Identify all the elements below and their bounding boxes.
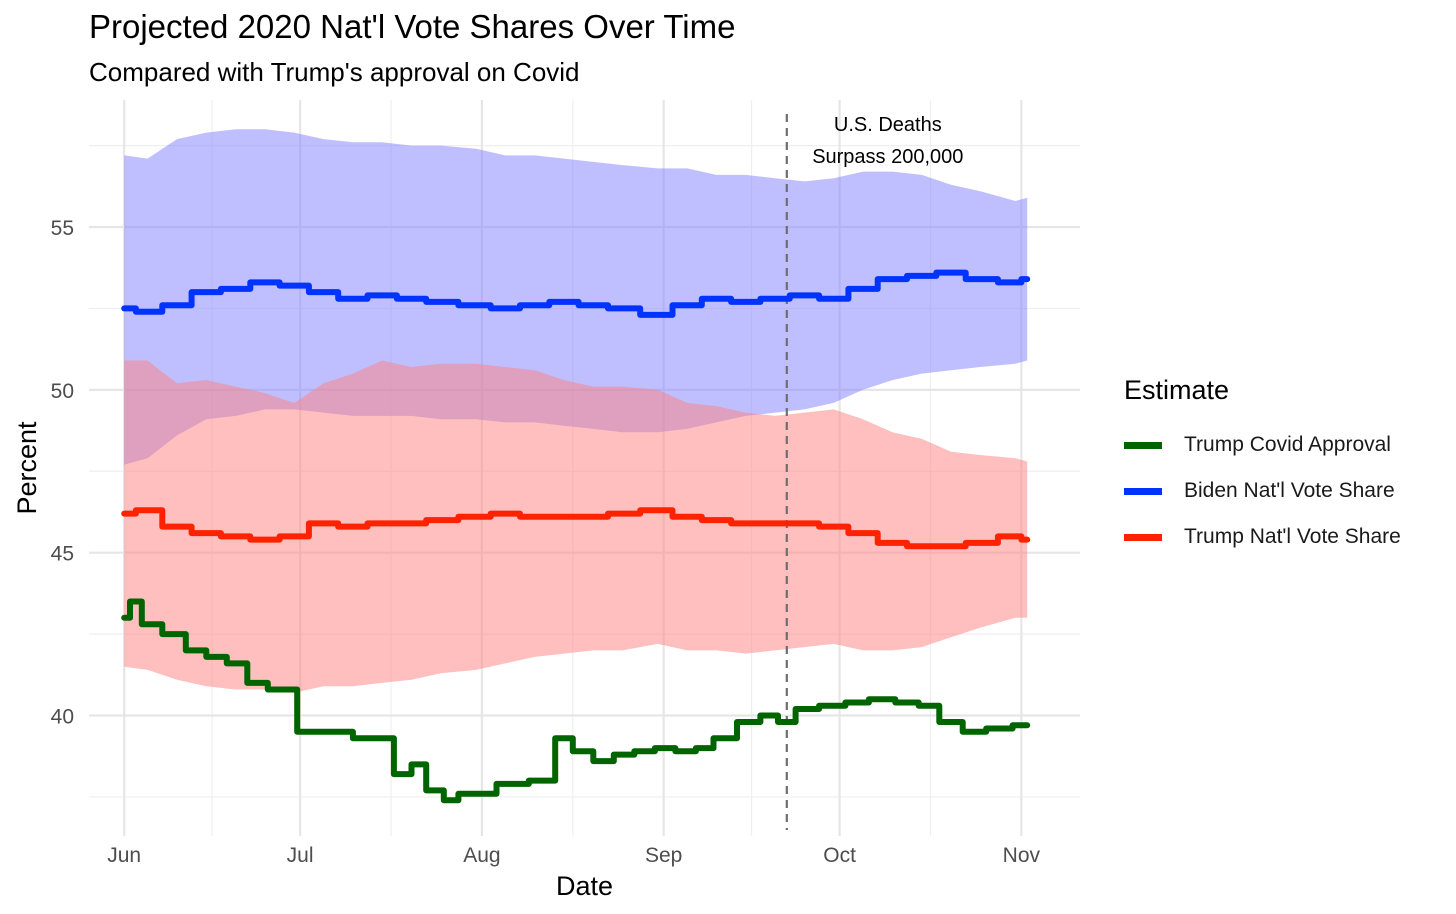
legend-label-biden: Biden Nat'l Vote Share — [1184, 479, 1395, 502]
series-line-trump — [121, 507, 1031, 550]
annotation-text-line1: U.S. Deaths — [834, 114, 942, 136]
legend-key-biden — [1124, 487, 1162, 495]
x-tick-label: Sep — [645, 844, 682, 867]
legend-key-trump — [1124, 533, 1162, 541]
series-line-covid — [121, 598, 1031, 804]
x-tick-label: Aug — [463, 844, 500, 867]
x-tick-label: Jun — [107, 844, 141, 867]
y-tick-label: 55 — [51, 217, 74, 240]
band-layer — [124, 129, 1028, 693]
legend-item-biden: Biden Nat'l Vote Share — [1124, 468, 1401, 514]
legend-item-covid: Trump Covid Approval — [1124, 422, 1401, 468]
legend-item-trump: Trump Nat'l Vote Share — [1124, 514, 1401, 560]
x-tick-label: Jul — [287, 844, 314, 867]
confidence-band-trump — [124, 360, 1028, 693]
y-tick-label: 45 — [51, 543, 74, 566]
y-tick-label: 50 — [51, 380, 74, 403]
chart-title: Projected 2020 Nat'l Vote Shares Over Ti… — [89, 8, 736, 45]
y-axis-title: Percent — [12, 421, 42, 515]
legend: Estimate Trump Covid Approval Biden Nat'… — [1124, 375, 1401, 560]
legend-label-trump: Trump Nat'l Vote Share — [1184, 525, 1401, 548]
legend-title: Estimate — [1124, 375, 1230, 405]
x-tick-label: Nov — [1003, 844, 1041, 867]
legend-key-covid — [1124, 441, 1162, 449]
legend-label-covid: Trump Covid Approval — [1184, 433, 1391, 456]
chart-subtitle: Compared with Trump's approval on Covid — [89, 57, 580, 87]
y-tick-label: 40 — [51, 706, 74, 729]
text-layer: 40 45 50 55 Jun Jul Aug Sep Oct Nov Date Percent U.S… — [12, 114, 1041, 901]
x-axis-title: Date — [556, 871, 613, 901]
series-line-biden — [121, 269, 1031, 318]
line-layer — [121, 269, 1031, 804]
x-tick-label: Oct — [823, 844, 856, 867]
annotation-text-line2: Surpass 200,000 — [812, 146, 963, 168]
